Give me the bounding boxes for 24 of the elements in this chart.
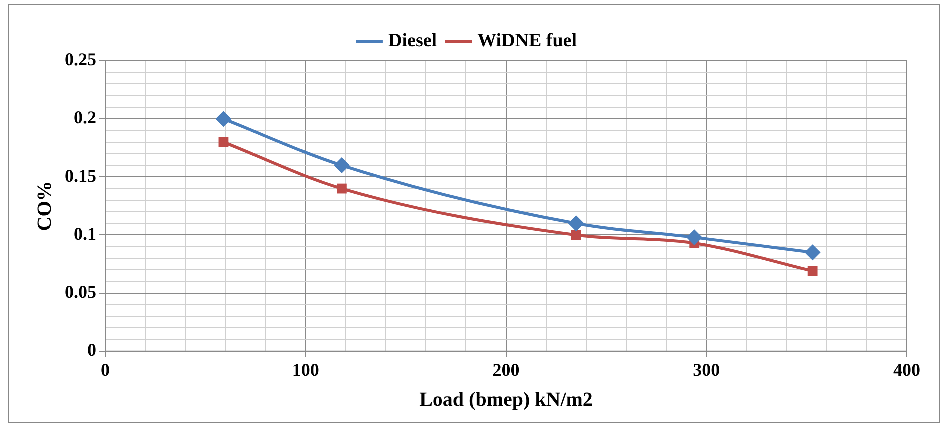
y-tick-label: 0.25 <box>65 50 96 70</box>
y-tick-label: 0.05 <box>65 282 96 302</box>
y-tick-label: 0 <box>88 340 96 360</box>
point <box>571 230 582 240</box>
x-tick-label: 0 <box>101 360 110 380</box>
x-tick-label: 200 <box>492 360 520 380</box>
x-tick-label: 100 <box>292 360 320 380</box>
point <box>336 184 347 194</box>
y-tick-label: 0.15 <box>65 166 96 186</box>
x-axis-title: Load (bmep) kN/m2 <box>420 389 593 412</box>
point <box>218 137 229 148</box>
point <box>216 111 232 128</box>
point <box>686 230 703 246</box>
point <box>334 158 350 174</box>
point <box>568 216 584 232</box>
y-tick-label: 0.2 <box>74 108 96 128</box>
x-tick-label: 300 <box>693 360 720 380</box>
y-tick-label: 0.1 <box>74 224 96 244</box>
y-axis-title: CO% <box>34 181 56 232</box>
point <box>808 266 818 276</box>
point <box>804 244 821 261</box>
legend-label: WiDNE fuel <box>478 30 577 52</box>
legend-label: Diesel <box>388 30 438 52</box>
x-tick-label: 400 <box>894 360 920 380</box>
